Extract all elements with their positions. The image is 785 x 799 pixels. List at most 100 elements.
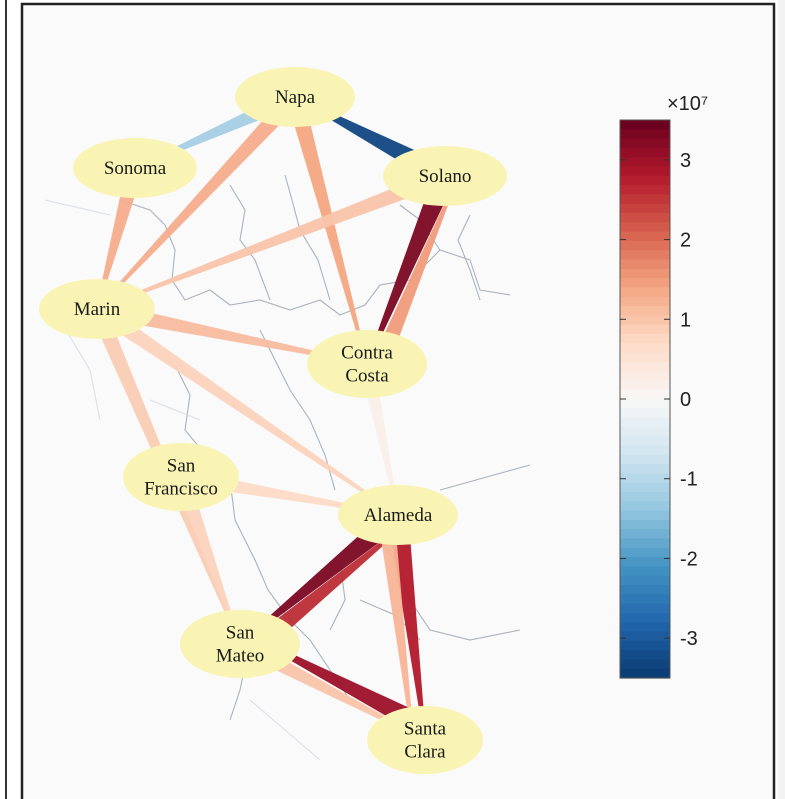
- colorbar-segment: [620, 612, 670, 623]
- node-bubble: [235, 67, 355, 127]
- node-bubble: [383, 146, 507, 206]
- node-label: Francisco: [144, 479, 218, 500]
- node-label: Sonoma: [104, 158, 167, 179]
- colorbar-segment: [620, 371, 670, 381]
- colorbar-tick-label: -3: [680, 628, 698, 650]
- colorbar-segment: [620, 203, 670, 214]
- colorbar-segment: [620, 464, 670, 474]
- colorbar-segment: [620, 194, 670, 205]
- colorbar-segment: [620, 622, 670, 633]
- colorbar-tick-label: -1: [680, 469, 698, 491]
- node-label: Costa: [345, 366, 389, 387]
- colorbar-segment: [620, 352, 670, 363]
- colorbar-segment: [620, 640, 670, 651]
- colorbar-segment: [620, 120, 670, 130]
- colorbar-segment: [620, 519, 670, 530]
- colorbar-gradient: [620, 120, 670, 679]
- colorbar-tick-label: 0: [680, 389, 691, 411]
- colorbar-tick-label: 1: [680, 309, 691, 331]
- colorbar-segment: [620, 501, 670, 512]
- colorbar-segment: [620, 147, 670, 158]
- colorbar-tick-label: -2: [680, 548, 698, 570]
- flow-edge-marin-to-alameda: [92, 302, 399, 516]
- colorbar-segment: [620, 668, 670, 679]
- flow-edge-marin-to-contra-costa: [95, 300, 368, 365]
- node-label: Mateo: [216, 646, 265, 667]
- colorbar-exponent: ×10⁷: [667, 93, 708, 115]
- node-marin: Marin: [39, 279, 155, 339]
- node-label: Solano: [419, 166, 472, 187]
- flow-edge-san-francisco-to-san-mateo: [173, 474, 241, 645]
- flow-edge-contra-costa-to-alameda: [359, 362, 399, 516]
- colorbar-segment: [620, 213, 670, 223]
- colorbar-segment: [620, 650, 670, 660]
- node-label: Contra: [341, 343, 393, 364]
- colorbar-segment: [620, 278, 670, 288]
- colorbar-segment: [620, 138, 670, 149]
- node-napa: Napa: [235, 67, 355, 127]
- colorbar-segment: [620, 333, 670, 344]
- colorbar: ×10⁷ 3 2 1 0 -1 -2 -3: [619, 93, 708, 679]
- colorbar-segment: [620, 659, 670, 670]
- node-label: Santa: [404, 719, 447, 740]
- colorbar-segment: [620, 417, 670, 428]
- flow-edge-solano-to-marin: [96, 168, 448, 310]
- flow-edge-alameda-to-san-mateo: [239, 506, 405, 645]
- colorbar-segment: [620, 343, 670, 354]
- colorbar-segment: [620, 250, 670, 261]
- node-sonoma: Sonoma: [73, 138, 197, 198]
- colorbar-segment: [620, 240, 670, 251]
- colorbar-segment: [620, 575, 670, 586]
- node-label: Clara: [404, 742, 446, 763]
- colorbar-segment: [620, 566, 670, 577]
- colorbar-segment: [620, 436, 670, 447]
- colorbar-segment: [620, 324, 670, 335]
- colorbar-segment: [620, 492, 670, 502]
- node-label: Marin: [74, 299, 121, 320]
- node-solano: Solano: [383, 146, 507, 206]
- colorbar-ticks: 3 2 1 0 -1 -2 -3: [620, 150, 698, 650]
- node-bubble: [73, 138, 197, 198]
- colorbar-segment: [620, 426, 670, 437]
- colorbar-segment: [620, 157, 670, 168]
- colorbar-segment: [620, 315, 670, 326]
- node-bubble: [307, 330, 427, 398]
- colorbar-segment: [620, 399, 670, 409]
- flow-edge-solano-to-contra-costa: [366, 171, 456, 365]
- colorbar-segment: [620, 454, 670, 465]
- colorbar-segment: [620, 603, 670, 614]
- colorbar-segment: [620, 557, 670, 567]
- colorbar-segment: [620, 175, 670, 186]
- flow-edge-alameda-to-santa-clara: [377, 515, 415, 742]
- colorbar-segment: [620, 445, 670, 456]
- colorbar-segment: [620, 185, 670, 195]
- colorbar-segment: [620, 268, 670, 279]
- colorbar-segment: [620, 389, 670, 400]
- colorbar-segment: [620, 482, 670, 493]
- node-label: Napa: [275, 87, 316, 108]
- colorbar-segment: [620, 222, 670, 233]
- colorbar-segment: [620, 287, 670, 298]
- node-alameda: Alameda: [338, 485, 458, 545]
- colorbar-segment: [620, 408, 670, 419]
- colorbar-segment: [620, 129, 670, 140]
- flow-edge-napa-to-contra-costa: [286, 94, 368, 365]
- colorbar-segment: [620, 380, 670, 391]
- flow-edge-napa-to-marin: [96, 91, 302, 310]
- colorbar-segment: [620, 529, 670, 540]
- node-label: San: [226, 623, 255, 644]
- right-panel-sliver: [778, 0, 785, 799]
- node-bubble: [367, 706, 483, 774]
- node-bubble: [338, 485, 458, 545]
- colorbar-tick-label: 3: [680, 150, 691, 172]
- colorbar-segment: [620, 473, 670, 484]
- node-bubble: [39, 279, 155, 339]
- colorbar-segment: [620, 361, 670, 372]
- node-bubble: [123, 443, 239, 511]
- flow-edge-sonoma-to-marin: [96, 165, 144, 310]
